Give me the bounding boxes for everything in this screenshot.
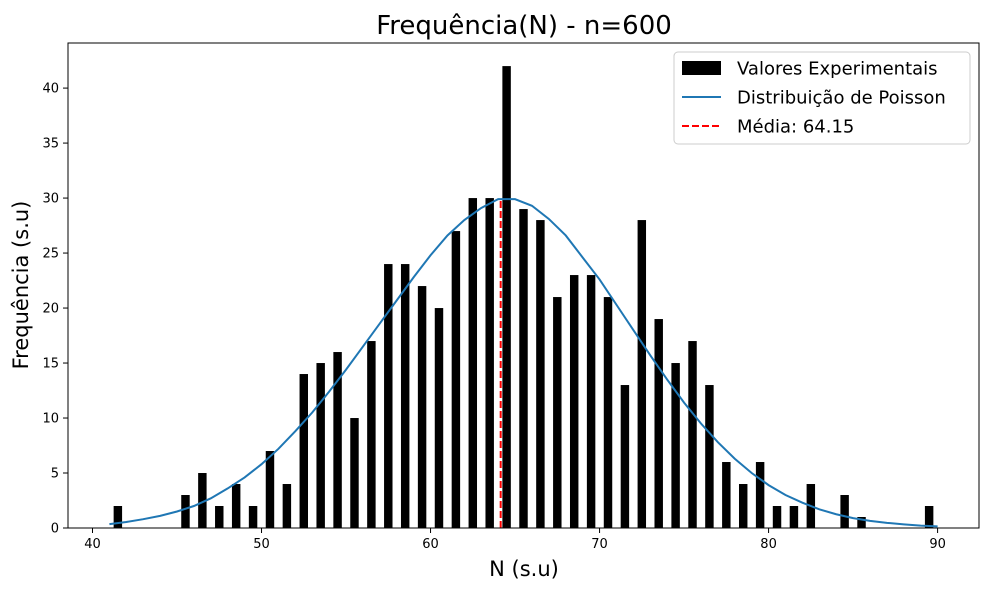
histogram-bar [603, 297, 613, 528]
histogram-bar [299, 374, 309, 528]
histogram-bar [384, 264, 393, 528]
histogram-bar [755, 462, 765, 528]
y-tick-label: 15 [42, 357, 59, 372]
y-tick-label: 25 [42, 247, 59, 262]
y-tick-label: 30 [42, 192, 59, 207]
y-tick-label: 5 [51, 467, 59, 482]
x-tick-label: 60 [422, 537, 439, 552]
y-tick-label: 35 [42, 137, 59, 152]
histogram-bar [333, 352, 342, 528]
histogram-bar [113, 506, 123, 528]
histogram-bar [738, 484, 748, 528]
histogram-bar [215, 506, 224, 528]
y-tick-label: 0 [51, 522, 59, 537]
histogram-bar [468, 198, 478, 528]
histogram-bar [248, 506, 258, 528]
y-tick-label: 40 [42, 82, 59, 97]
legend: Valores Experimentais Distribuição de Poi… [673, 51, 971, 145]
histogram-bar [265, 451, 275, 528]
x-tick-label: 50 [253, 537, 270, 552]
histogram-bar [705, 385, 714, 528]
histogram-bar [586, 275, 596, 528]
histogram-bar [434, 308, 444, 528]
y-tick-label: 10 [42, 412, 59, 427]
histogram-bar [654, 319, 663, 528]
histogram-bar [722, 462, 731, 528]
plot-frame [67, 42, 980, 529]
histogram-bar [181, 495, 190, 528]
legend-box [673, 51, 971, 145]
y-axis-label: Frequência (s.u) [9, 201, 33, 370]
x-tick-label: 40 [84, 537, 101, 552]
histogram-bar [924, 506, 934, 528]
x-tick-label: 80 [760, 537, 777, 552]
histogram-bar [231, 484, 241, 528]
histogram-bar [789, 506, 799, 528]
histogram-bar [367, 341, 376, 528]
histogram-bar [400, 264, 410, 528]
x-tick-label: 70 [591, 537, 608, 552]
histogram-bar [316, 363, 325, 528]
y-tick-label: 20 [42, 302, 59, 317]
histogram-bar [569, 275, 579, 528]
histogram-bar [671, 363, 680, 528]
histogram-bar [688, 341, 697, 528]
histogram-bar [620, 385, 630, 528]
chart-title: Frequência(N) - n=600 [376, 11, 672, 41]
histogram-bar [417, 286, 427, 528]
legend-label: Valores Experimentais [737, 59, 938, 80]
legend-label: Distribuição de Poisson [737, 88, 946, 109]
histogram-bar [198, 473, 207, 528]
x-axis-label: N (s.u) [489, 557, 559, 581]
poisson-curve [109, 198, 938, 528]
histogram-bar [536, 220, 545, 529]
histogram-bar [772, 506, 782, 528]
legend-label: Média: 64.15 [737, 117, 854, 138]
histogram-bar [485, 198, 494, 528]
histogram-bar [282, 484, 292, 528]
histogram-bar [451, 231, 461, 528]
histogram-bar [519, 209, 528, 528]
histogram-bar [840, 495, 849, 528]
histogram-bar [553, 297, 562, 528]
histogram-bar [350, 418, 359, 528]
histogram-bar [502, 66, 511, 528]
plot-area: 40 50 60 70 80 90 0 5 10 15 20 25 30 35 40 [42, 42, 980, 552]
histogram-bar [637, 220, 647, 529]
histogram-bar [857, 517, 866, 528]
x-tick-label: 90 [929, 537, 946, 552]
legend-bar-swatch [682, 61, 721, 75]
